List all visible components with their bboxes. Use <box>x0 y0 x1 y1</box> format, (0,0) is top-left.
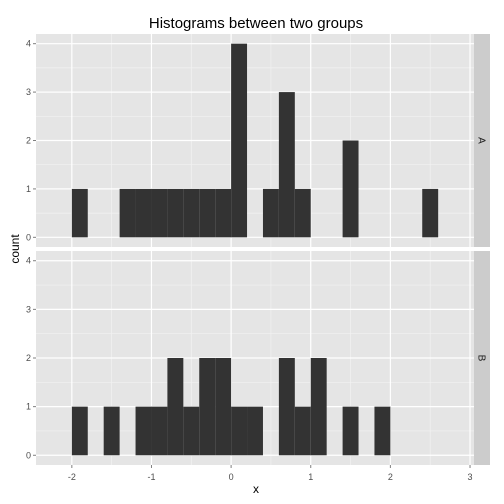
histogram-bar <box>278 92 295 238</box>
histogram-bar <box>135 406 152 456</box>
facet-panel-A: 0 1 2 3 4 A <box>26 34 490 247</box>
x-tick-label: -2 <box>68 472 76 482</box>
y-tick-label: 0 <box>26 450 31 460</box>
x-tick-label: -1 <box>147 472 155 482</box>
histogram-bar <box>342 406 359 456</box>
facet-strip <box>474 34 490 247</box>
histogram-bar <box>262 188 279 238</box>
histogram-bar <box>215 188 232 238</box>
x-tick-label: 2 <box>388 472 393 482</box>
y-tick-label: 1 <box>26 402 31 412</box>
y-tick-label: 2 <box>26 136 31 146</box>
y-axis-title: count <box>8 234 22 264</box>
histogram-bar <box>247 406 263 456</box>
y-tick-label: 1 <box>26 184 31 194</box>
histogram-bar <box>71 188 88 238</box>
histogram-bar <box>199 188 216 238</box>
x-axis-title: x <box>253 482 259 496</box>
histogram-bar <box>183 406 200 456</box>
x-tick-label: 3 <box>468 472 473 482</box>
y-tick-label: 3 <box>26 87 31 97</box>
histogram-bar <box>374 406 391 456</box>
histogram-bar <box>71 406 88 456</box>
histogram-bar <box>183 188 200 238</box>
histogram-bar <box>278 358 295 456</box>
histogram-bar <box>231 43 248 238</box>
histogram-bar <box>422 188 439 238</box>
x-tick-label: 0 <box>229 472 234 482</box>
y-tick-label: 0 <box>26 232 31 242</box>
facet-strip-label: B <box>476 355 487 362</box>
histogram-bar <box>135 188 152 238</box>
y-tick-label: 4 <box>26 256 31 266</box>
facet-strip <box>474 251 490 465</box>
histogram-bar <box>151 406 168 456</box>
histogram-bar <box>231 406 248 456</box>
histogram-bar <box>294 188 311 238</box>
chart-title: Histograms between two groups <box>149 15 363 32</box>
y-tick-label: 2 <box>26 353 31 363</box>
histogram-bar <box>103 406 120 456</box>
histogram-bar <box>167 358 184 456</box>
histogram-bar <box>199 358 216 456</box>
histogram-bar <box>151 188 168 238</box>
facet-panels: 0 1 2 3 4 A 0 1 2 3 4 B -2 -1 0 1 2 3 <box>26 34 490 482</box>
y-tick-label: 4 <box>26 39 31 49</box>
histogram-bar <box>310 358 327 456</box>
facet-panel-B: 0 1 2 3 4 B <box>26 251 490 465</box>
facet-strip-label: A <box>476 137 487 144</box>
histogram-bar <box>342 140 359 238</box>
histogram-bar <box>294 406 311 456</box>
x-tick-label: 1 <box>308 472 313 482</box>
y-tick-label: 3 <box>26 304 31 314</box>
histogram-bar <box>167 188 184 238</box>
histogram-bar <box>119 188 136 238</box>
histogram-bar <box>215 358 232 456</box>
